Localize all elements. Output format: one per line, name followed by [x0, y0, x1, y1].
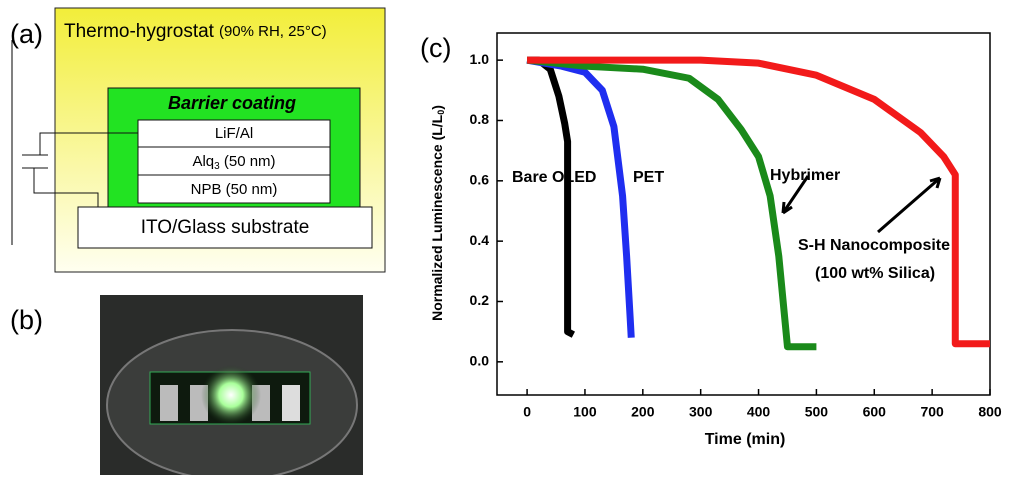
photo-pixel: [282, 385, 300, 421]
y-title-text: Normalized Luminescence (L/L: [429, 114, 445, 321]
x-tick-label: 700: [920, 404, 944, 420]
x-tick-label: 800: [978, 404, 1002, 420]
series-label: Bare OLED: [512, 169, 596, 186]
plot-frame: [496, 32, 991, 396]
series-line: [526, 56, 635, 338]
x-tick-label: 0: [523, 404, 531, 420]
x-tick-label: 200: [631, 404, 655, 420]
y-tick-label: 0.8: [470, 111, 490, 127]
annotation: (100 wt% Silica): [815, 265, 935, 282]
layer-label: LiF/Al: [215, 125, 253, 142]
layer-rest: (50 nm): [220, 153, 276, 170]
y-tick-label: 0.4: [470, 232, 490, 248]
series-line: [527, 56, 575, 338]
coating-label: Barrier coating: [168, 93, 296, 113]
panel-c: (c) Time (min) Normalized Luminescence (…: [420, 32, 1002, 448]
layer-sub: 3: [214, 161, 220, 172]
substrate-box: [77, 206, 373, 249]
y-title-sub: 0: [436, 110, 446, 115]
x-tick-label: 100: [573, 404, 597, 420]
x-axis-title: Time (min): [705, 431, 786, 448]
series-label: PET: [633, 169, 664, 186]
y-axis-title: Normalized Luminescence (L/L0): [429, 105, 447, 321]
x-tick-label: 500: [805, 404, 829, 420]
panel-b: (b): [10, 295, 363, 480]
arrow: [877, 176, 942, 234]
arrow: [781, 175, 810, 215]
photo-glow: [201, 365, 261, 425]
y-tick-label: 0.6: [470, 172, 490, 188]
x-tick-label: 600: [863, 404, 887, 420]
y-tick-label: 0.0: [470, 353, 490, 369]
layer-box: [137, 146, 331, 176]
panel-label: (a): [10, 19, 43, 49]
wire: [22, 132, 138, 207]
series-label: S-H Nanocomposite: [798, 237, 950, 254]
panel-a: (a) Thermo-hygrostat (90% RH, 25°C) Barri…: [10, 7, 386, 273]
layer-label: Alq3 (50 nm): [192, 153, 275, 172]
layer-box: [137, 174, 331, 204]
series-line: [527, 56, 990, 348]
y-tick-label: 0.2: [470, 292, 490, 308]
layer-label: NPB (50 nm): [191, 181, 278, 198]
series-label: Hybrimer: [770, 167, 840, 184]
panel-label: (b): [10, 305, 43, 335]
chamber-condition: (90% RH, 25°C): [219, 23, 327, 40]
panel-label: (c): [420, 33, 451, 63]
series-line: [526, 56, 817, 351]
layer-text: Alq: [192, 153, 214, 170]
chamber-text: Thermo-hygrostat (90% RH, 25°C): [64, 21, 327, 42]
x-tick-label: 400: [747, 404, 771, 420]
x-tick-label: 300: [689, 404, 713, 420]
photo-pixel: [160, 385, 178, 421]
substrate-label: ITO/Glass substrate: [141, 217, 310, 238]
chamber-name: Thermo-hygrostat: [64, 21, 215, 42]
y-title-rest: ): [429, 105, 445, 110]
y-tick-label: 1.0: [470, 51, 490, 67]
